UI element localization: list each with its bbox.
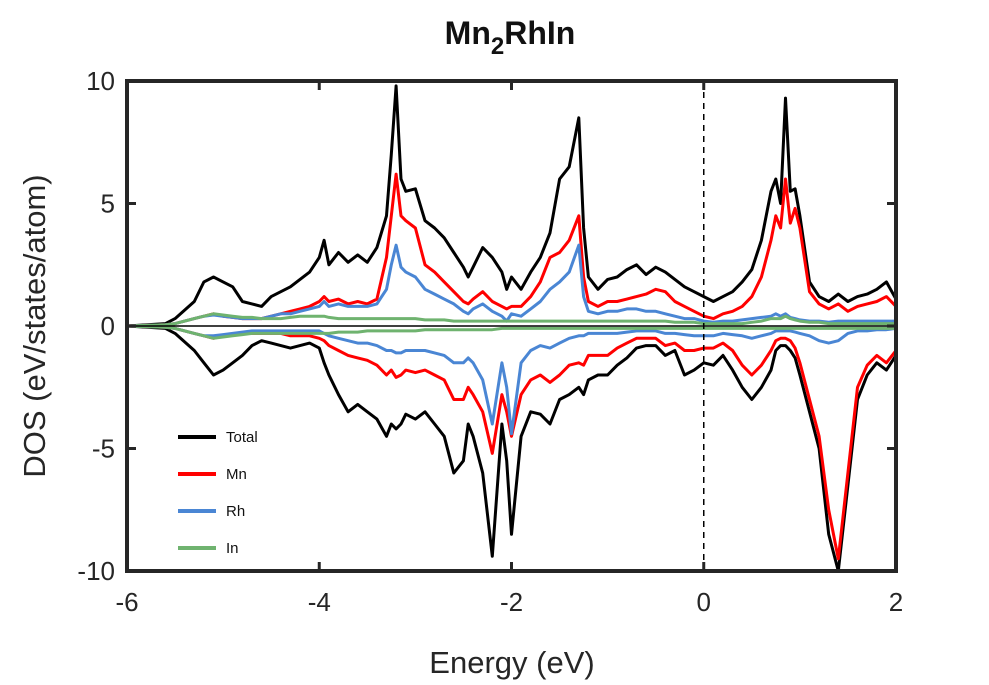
ticks-layer: -6 -4 -2 0 2 10 5 0 -5 -10	[77, 66, 903, 617]
legend-label-in: In	[226, 540, 239, 557]
legend-label-rh: Rh	[226, 503, 245, 520]
series-rh-up-line	[127, 243, 896, 328]
legend: Total Mn Rh In	[178, 429, 258, 557]
title-rest: RhIn	[504, 15, 575, 51]
series-mn-up-line	[127, 172, 896, 328]
title-main: Mn	[445, 15, 491, 51]
y-tick-label: 5	[101, 189, 115, 219]
y-tick-label: 0	[101, 311, 115, 341]
x-tick-label: 2	[889, 587, 903, 617]
x-tick-label: -2	[500, 587, 523, 617]
x-axis-label: Energy (eV)	[429, 645, 594, 680]
legend-label-mn: Mn	[226, 466, 247, 483]
x-tick-label: -4	[308, 587, 331, 617]
chart-title: Mn2RhIn	[445, 15, 576, 60]
x-tick-label: -6	[115, 587, 138, 617]
y-tick-label: 10	[86, 66, 115, 96]
series-in-up-line	[127, 312, 896, 328]
y-tick-label: -10	[77, 556, 115, 586]
y-axis-label: DOS (eV/states/atom)	[17, 174, 52, 477]
series-rh-down-line	[127, 324, 896, 436]
series-mn-down-line	[127, 324, 896, 561]
series-layer	[127, 84, 896, 571]
x-tick-label: 0	[697, 587, 711, 617]
series-total-down-line	[127, 324, 896, 571]
series-total-up-line	[127, 84, 896, 328]
y-tick-label: -5	[92, 434, 115, 464]
legend-label-total: Total	[226, 429, 258, 446]
title-subscript: 2	[491, 33, 504, 60]
series-in-down-line	[127, 324, 896, 340]
